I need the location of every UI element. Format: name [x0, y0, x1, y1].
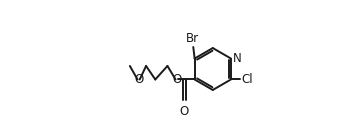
Text: N: N — [233, 52, 241, 65]
Text: O: O — [180, 105, 189, 118]
Text: Br: Br — [186, 32, 199, 45]
Text: O: O — [134, 73, 143, 86]
Text: Cl: Cl — [241, 73, 253, 86]
Text: O: O — [172, 73, 181, 86]
